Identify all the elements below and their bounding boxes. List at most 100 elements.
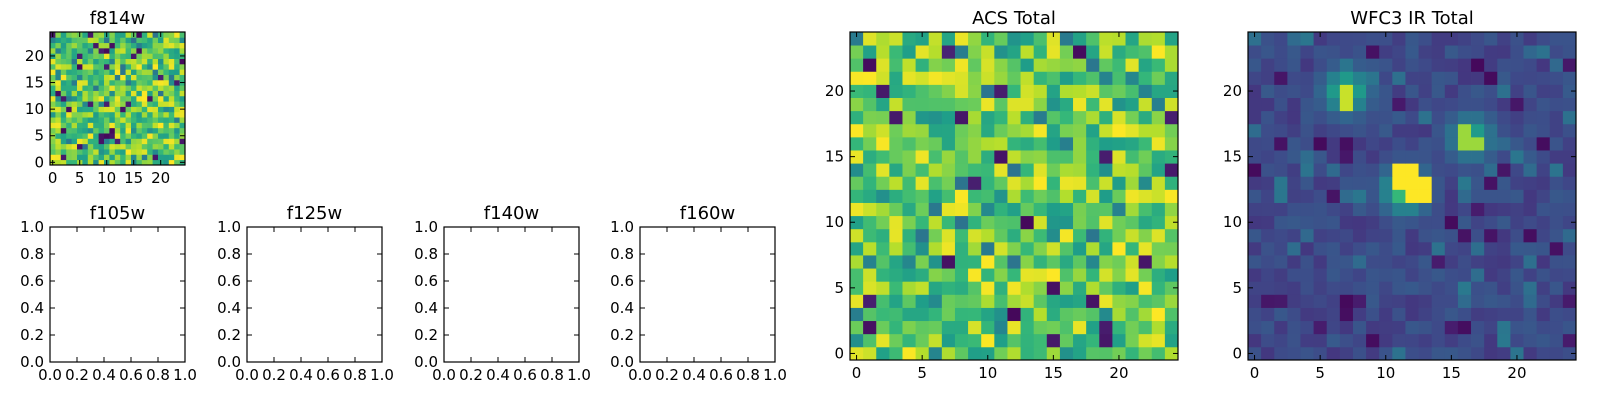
heatmap-cell [141, 154, 148, 161]
heatmap-cell [1392, 294, 1406, 308]
heatmap-cell [1392, 110, 1406, 125]
heatmap-cell [1405, 32, 1419, 46]
heatmap-cell [1007, 215, 1021, 230]
heatmap-cell [1366, 84, 1380, 98]
heatmap-cell [120, 106, 126, 113]
heatmap-cell [1497, 176, 1511, 190]
heatmap-cell [994, 268, 1008, 282]
heatmap-cell [174, 117, 180, 123]
heatmap-cell [1073, 268, 1087, 282]
heatmap-cell [876, 71, 890, 85]
heatmap-cell [968, 241, 982, 256]
heatmap-cell [1366, 346, 1380, 361]
heatmap-cell [114, 101, 121, 107]
heatmap-cell [968, 333, 982, 348]
heatmap-cell [1339, 123, 1354, 138]
heatmap-cell [1523, 84, 1538, 98]
heatmap-cell [141, 32, 148, 38]
heatmap-cell [71, 37, 78, 44]
heatmap-cell [1457, 110, 1472, 125]
heatmap-cell [941, 307, 956, 322]
heatmap-cells [850, 32, 1179, 361]
heatmap-cell [928, 163, 943, 177]
heatmap-cell [1431, 136, 1446, 151]
heatmap-cell [1562, 307, 1577, 322]
y-tick-label: 0.2 [610, 326, 634, 344]
heatmap-cell [1405, 123, 1419, 138]
heatmap-cell [1562, 163, 1577, 177]
heatmap-cell [1248, 268, 1262, 282]
heatmap-cell [1418, 84, 1433, 98]
heatmap-cell [1033, 71, 1048, 85]
heatmap-cell [1379, 150, 1393, 164]
heatmap-cell [876, 228, 890, 243]
x-tick-label: 0 [1250, 364, 1260, 382]
heatmap-cell [1164, 281, 1179, 295]
heatmap-cell [1313, 320, 1328, 335]
heatmap-cell [1313, 32, 1328, 46]
y-tick-label: 0.4 [610, 299, 634, 317]
heatmap-cell [1046, 163, 1061, 177]
heatmap-cell [1274, 189, 1288, 203]
y-tick-label: 0.4 [414, 299, 438, 317]
heatmap-cell [1523, 294, 1538, 308]
heatmap-cell [863, 176, 877, 190]
heatmap-cell [1248, 215, 1262, 230]
heatmap-cell [1549, 228, 1564, 243]
heatmap-cell [981, 110, 995, 125]
heatmap-cell [93, 138, 99, 145]
heatmap-cell [98, 47, 105, 54]
heatmap-cell [1418, 255, 1433, 269]
heatmap-cell [915, 136, 930, 151]
heatmap-cell [136, 106, 143, 113]
heatmap-cell [147, 90, 153, 97]
heatmap-cell [71, 79, 78, 86]
heatmap-cell [1562, 32, 1577, 46]
heatmap-cell [179, 32, 186, 38]
heatmap-cell [1073, 176, 1087, 190]
heatmap-cell [1405, 333, 1419, 348]
heatmap-cell [1164, 228, 1179, 243]
heatmap-cell [1326, 150, 1341, 164]
heatmap-cell [163, 143, 170, 150]
heatmap-cell [141, 69, 148, 75]
heatmap-cell [1086, 136, 1100, 151]
heatmap-cell [1549, 189, 1564, 203]
heatmap-cell [1073, 32, 1087, 46]
heatmap-cell [915, 163, 930, 177]
heatmap-cell [1471, 202, 1485, 217]
heatmap-cell [1164, 97, 1179, 112]
heatmap-cell [168, 85, 175, 91]
heatmap-cell [1020, 255, 1035, 269]
heatmap-cell [1046, 294, 1061, 308]
heatmap-cell [1287, 163, 1301, 177]
heatmap-cell [147, 74, 153, 81]
heatmap-cell [1151, 294, 1166, 308]
heatmap-cell [1405, 84, 1419, 98]
x-tick-label: 10 [978, 364, 997, 382]
heatmap-cell [1418, 346, 1433, 361]
heatmap-cell [1151, 307, 1166, 322]
heatmap-cell [1431, 307, 1446, 322]
heatmap-cell [98, 42, 105, 49]
heatmap-cell [1046, 58, 1061, 72]
heatmap-cell [1086, 97, 1100, 112]
heatmap-cell [876, 268, 890, 282]
heatmap-cell [55, 117, 62, 123]
heatmap-cell [1352, 32, 1367, 46]
heatmap-cell [147, 106, 153, 113]
heatmap-cell [968, 163, 982, 177]
heatmap-cell [1099, 150, 1113, 164]
heatmap-cell [1300, 84, 1314, 98]
heatmap-cell [1562, 45, 1577, 59]
heatmap-cell [71, 101, 78, 107]
heatmap-cell [1536, 45, 1551, 59]
heatmap-cell [174, 90, 180, 97]
heatmap-cell [71, 53, 78, 59]
heatmap-cell [152, 143, 159, 150]
heatmap-cell [1313, 97, 1328, 112]
heatmap-cell [174, 37, 180, 44]
heatmap-cell [981, 189, 995, 203]
heatmap-cell [1418, 215, 1433, 230]
heatmap-cell [1248, 123, 1262, 138]
